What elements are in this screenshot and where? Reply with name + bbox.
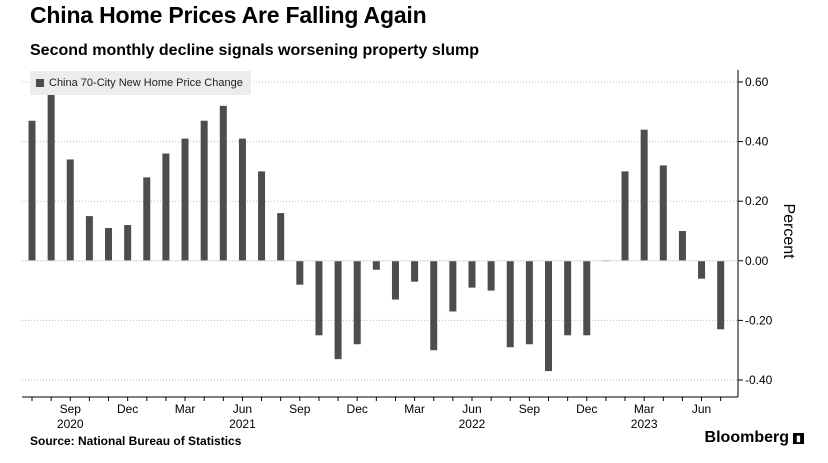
bar: [430, 260, 438, 351]
bar: [564, 260, 572, 336]
bar: [545, 260, 553, 372]
bar: [506, 260, 514, 348]
bar: [621, 171, 629, 261]
x-year-label: 2020: [57, 417, 84, 431]
bar: [181, 138, 189, 261]
x-tick-label: Jun: [233, 402, 252, 416]
bar: [105, 228, 113, 261]
bar: [162, 153, 170, 261]
bar: [277, 213, 285, 261]
bar: [353, 260, 361, 345]
y-tick-label: 0.60: [745, 75, 769, 89]
legend-label: China 70-City New Home Price Change: [49, 77, 243, 89]
bar: [28, 120, 36, 261]
bar: [47, 93, 55, 261]
bar: [372, 260, 380, 270]
bar: [200, 120, 208, 261]
bar: [717, 260, 725, 330]
bar: [219, 105, 227, 261]
x-year-label: 2021: [229, 417, 256, 431]
bar: [678, 231, 686, 261]
y-tick-label: 0.00: [745, 254, 769, 268]
bar: [258, 171, 266, 261]
y-axis-title: Percent: [780, 203, 797, 259]
bar: [411, 260, 419, 282]
chart-legend: China 70-City New Home Price Change: [30, 71, 251, 95]
bar: [525, 260, 533, 345]
x-year-label: 2023: [631, 417, 658, 431]
bloomberg-chart-icon: ▮: [793, 432, 804, 444]
bar: [143, 177, 151, 261]
bar: [449, 260, 457, 312]
legend-swatch: [36, 79, 44, 87]
bar: [66, 159, 74, 261]
brand-logo: Bloomberg ▮: [705, 429, 804, 447]
y-tick-label: -0.20: [745, 313, 773, 327]
x-tick-label: Jun: [692, 402, 711, 416]
bar: [124, 225, 132, 261]
bar: [238, 138, 246, 261]
x-tick-label: Mar: [404, 402, 425, 416]
x-tick-label: Mar: [175, 402, 196, 416]
y-tick-label: 0.20: [745, 194, 769, 208]
bar: [698, 260, 706, 279]
x-tick-label: Dec: [347, 402, 368, 416]
bar: [468, 260, 476, 288]
x-tick-label: Sep: [519, 402, 541, 416]
bar: [659, 165, 667, 261]
bar: [583, 260, 591, 336]
chart-subtitle: Second monthly decline signals worsening…: [30, 42, 479, 59]
brand-name: Bloomberg: [704, 429, 789, 446]
y-tick-label: -0.40: [745, 373, 773, 387]
y-tick-label: 0.40: [745, 135, 769, 149]
bar: [391, 260, 399, 300]
chart-title: China Home Prices Are Falling Again: [30, 2, 427, 28]
bar: [334, 260, 342, 360]
x-tick-label: Sep: [289, 402, 311, 416]
bar: [85, 216, 93, 261]
x-tick-label: Dec: [576, 402, 597, 416]
x-tick-label: Sep: [60, 402, 82, 416]
bar: [315, 260, 323, 336]
bar: [640, 129, 648, 261]
x-tick-label: Jun: [462, 402, 481, 416]
x-year-label: 2022: [459, 417, 486, 431]
bar: [296, 260, 304, 285]
x-tick-label: Mar: [634, 402, 655, 416]
bar: [487, 260, 495, 291]
source-note: Source: National Bureau of Statistics: [30, 434, 242, 448]
x-tick-label: Dec: [117, 402, 138, 416]
